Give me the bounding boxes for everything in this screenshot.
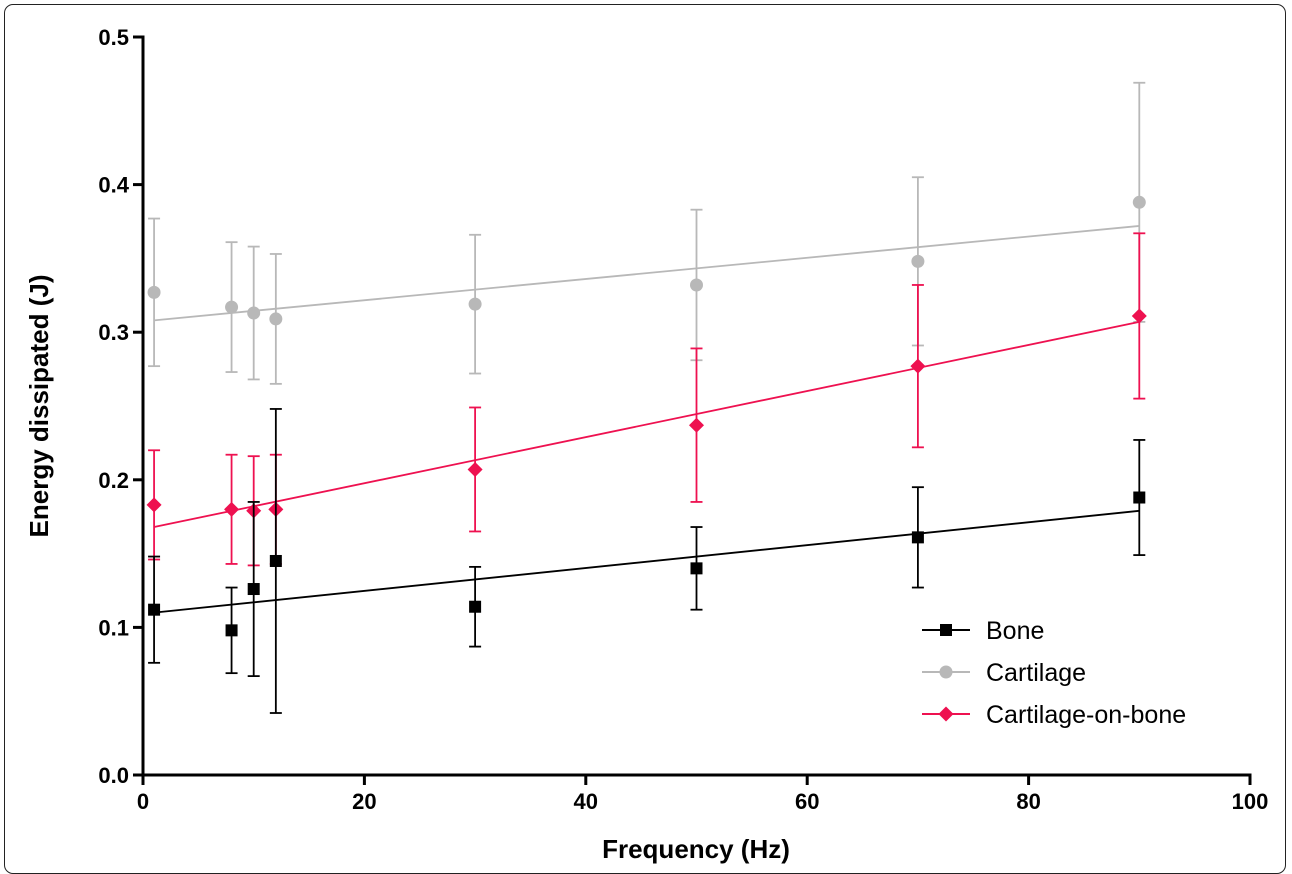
legend-label-cartilage-on-bone: Cartilage-on-bone — [986, 701, 1186, 729]
cartilage-on-bone-point — [910, 358, 926, 374]
x-tick-label: 60 — [795, 789, 819, 814]
bone-fit-line — [153, 509, 1140, 614]
cartilage-on-bone-fit-line — [153, 320, 1140, 528]
x-tick-label: 20 — [352, 789, 376, 814]
legend-marker-cartilage-on-bone — [938, 706, 954, 722]
series-bone — [148, 408, 1146, 714]
y-tick-label: 0.5 — [98, 25, 129, 50]
bone-point — [911, 531, 924, 544]
legend-label-bone: Bone — [986, 617, 1044, 645]
bone-point — [690, 562, 703, 575]
series-cartilage — [147, 81, 1146, 385]
cartilage-point — [1132, 195, 1146, 209]
legend-marker-bone — [940, 624, 952, 636]
y-axis-title: Energy dissipated (J) — [24, 275, 54, 538]
x-tick-label: 0 — [137, 789, 149, 814]
x-axis-title: Frequency (Hz) — [602, 834, 790, 864]
cartilage-on-bone-point — [689, 417, 704, 433]
legend: Bone Cartilage Cartilage-on-bone — [922, 617, 1186, 729]
series-cartilage-on-bone — [146, 232, 1147, 567]
x-tick-label: 40 — [574, 789, 598, 814]
cartilage-on-bone-point — [224, 501, 240, 517]
series-layer — [146, 81, 1147, 714]
cartilage-on-bone-point — [1131, 308, 1147, 324]
cartilage-point — [690, 278, 703, 292]
bone-point — [225, 624, 238, 637]
cartilage-on-bone-point — [467, 461, 483, 477]
x-ticks: 0 20 40 60 80 100 — [137, 775, 1268, 814]
bone-point — [469, 600, 482, 613]
y-tick-label: 0.2 — [98, 468, 129, 493]
cartilage-point — [247, 306, 261, 320]
legend-label-cartilage: Cartilage — [986, 659, 1086, 687]
cartilage-point — [911, 254, 925, 268]
cartilage-on-bone-point — [146, 497, 162, 513]
cartilage-point — [225, 300, 239, 314]
bone-point — [269, 554, 282, 567]
x-tick-label: 100 — [1232, 789, 1269, 814]
y-ticks: 0.0 0.1 0.2 0.3 0.4 0.5 — [98, 25, 143, 788]
bone-point — [1133, 491, 1146, 504]
y-tick-label: 0.4 — [98, 173, 129, 198]
cartilage-point — [269, 312, 283, 326]
cartilage-fit-line — [153, 225, 1140, 322]
y-tick-label: 0.3 — [98, 320, 129, 345]
cartilage-point — [147, 285, 161, 299]
cartilage-point — [468, 297, 482, 311]
bone-point — [247, 583, 260, 596]
y-tick-label: 0.0 — [98, 763, 129, 788]
bone-point — [148, 603, 161, 616]
x-tick-label: 80 — [1016, 789, 1040, 814]
axes-layer — [141, 35, 1252, 777]
legend-marker-cartilage — [939, 665, 953, 679]
y-tick-label: 0.1 — [98, 615, 129, 640]
